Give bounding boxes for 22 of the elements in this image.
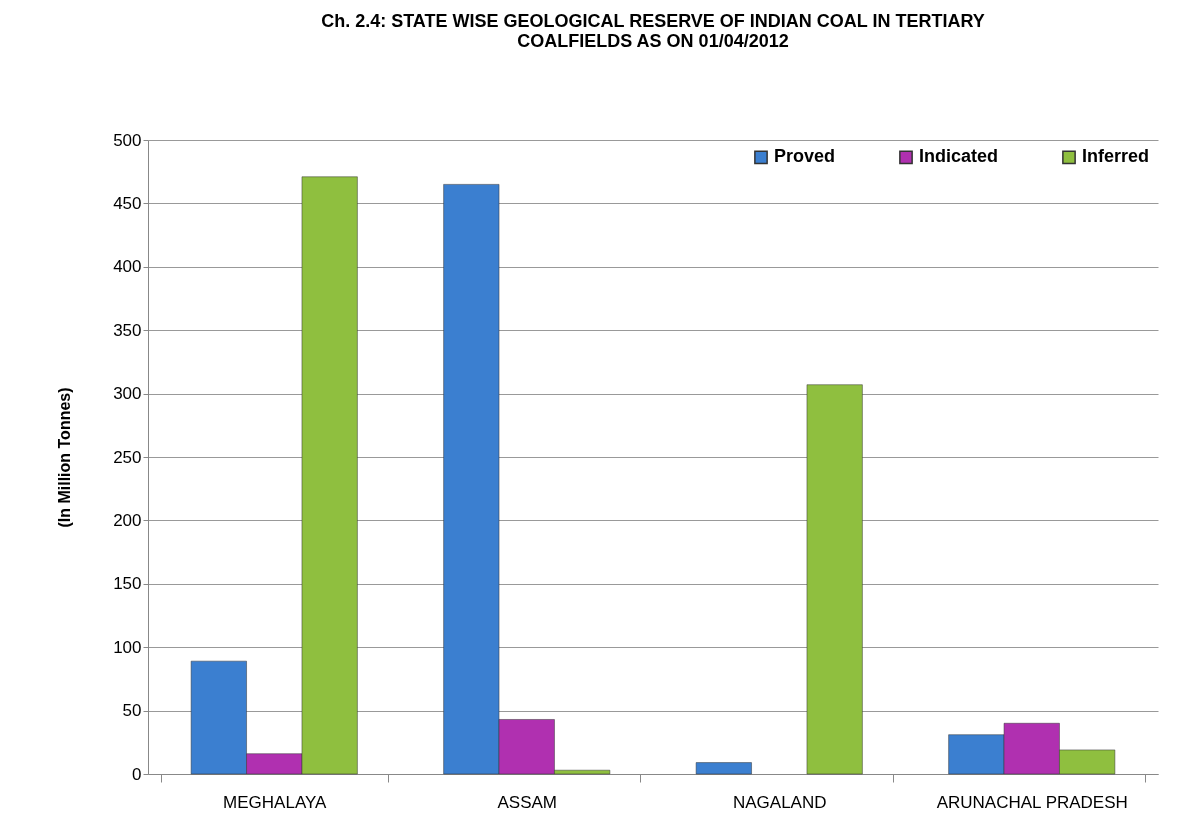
- legend-label: Inferred: [1082, 146, 1150, 167]
- y-axis-title: (In Million Tonnes): [56, 387, 74, 528]
- y-tick-label: 450: [113, 193, 142, 213]
- bar: [695, 762, 752, 775]
- x-tick-label: MEGHALAYA: [223, 792, 328, 812]
- bar: [806, 384, 863, 775]
- y-tick-label: 200: [113, 510, 142, 530]
- y-tick-label: 350: [113, 320, 142, 340]
- legend-label: Indicated: [919, 146, 999, 167]
- y-tick-label: 500: [113, 130, 142, 150]
- y-tick-label: 250: [113, 447, 142, 467]
- y-tick-label: 300: [113, 384, 142, 404]
- x-tick-label: ASSAM: [497, 792, 558, 812]
- y-tick-label: 150: [113, 574, 142, 594]
- y-tick-label: 400: [113, 257, 142, 277]
- chart-title: Ch. 2.4: STATE WISE GEOLOGICAL RESERVE OF INDIAN COAL IN TERTIARY COALFIELDS AS ON 01/04/2012: [321, 11, 985, 51]
- legend-label: Proved: [774, 146, 836, 167]
- y-tick-label: 0: [132, 764, 142, 784]
- x-tick-label: NAGALAND: [732, 792, 827, 812]
- x-tick-label: ARUNACHAL PRADESH: [936, 792, 1128, 812]
- y-tick-label: 100: [113, 637, 142, 657]
- y-tick-label: 50: [122, 701, 142, 721]
